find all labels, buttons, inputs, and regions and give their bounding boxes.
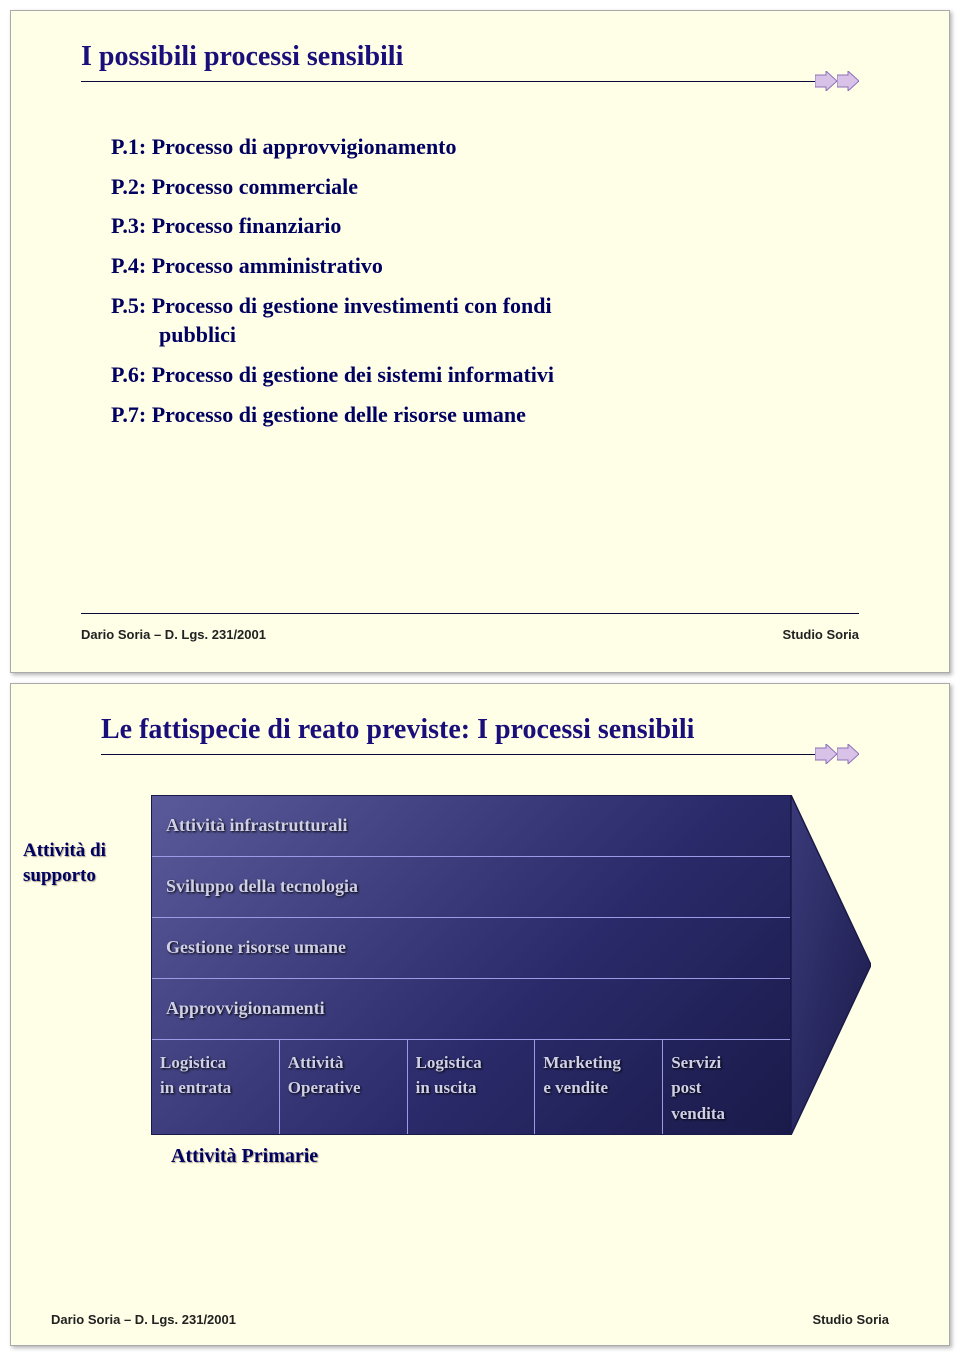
process-list: P.1: Processo di approvvigionamento P.2:…: [111, 132, 869, 430]
list-item: P.5: Processo di gestione investimenti c…: [111, 291, 869, 350]
primary-cell: Attività Operative: [280, 1040, 408, 1135]
title-line: [81, 81, 859, 82]
cell-line: in entrata: [160, 1078, 231, 1097]
slide-title: Le fattispecie di reato previste: I proc…: [101, 714, 909, 746]
title-line: [101, 754, 859, 755]
slide-title: I possibili processi sensibili: [81, 41, 909, 73]
slide-1: I possibili processi sensibili P.1: Proc…: [10, 10, 950, 673]
bullet-text: P.1: Processo di approvvigionamento: [111, 134, 457, 159]
list-item: P.6: Processo di gestione dei sistemi in…: [111, 360, 869, 390]
list-item: P.3: Processo finanziario: [111, 211, 869, 241]
title-area: I possibili processi sensibili: [51, 41, 909, 73]
title-rule-group: [51, 81, 909, 82]
bullet-text: P.6: Processo di gestione dei sistemi in…: [111, 362, 554, 387]
support-row-text: Attività infrastrutturali: [166, 815, 347, 836]
footer-right: Studio Soria: [812, 1312, 889, 1327]
footer-left: Dario Soria – D. Lgs. 231/2001: [51, 1312, 236, 1327]
footer-left: Dario Soria – D. Lgs. 231/2001: [81, 627, 266, 642]
bullet-text-cont: pubblici: [111, 322, 236, 347]
bullet-text: P.2: Processo commerciale: [111, 174, 358, 199]
primary-cell: Servizi post vendita: [663, 1040, 790, 1135]
footer-right: Studio Soria: [782, 627, 859, 642]
arrow-icon: [815, 71, 837, 91]
arrow-icon: [815, 744, 837, 764]
bullet-text: P.3: Processo finanziario: [111, 213, 341, 238]
title-rule-group: [51, 754, 909, 755]
slide-2: Le fattispecie di reato previste: I proc…: [10, 683, 950, 1346]
list-item: P.1: Processo di approvvigionamento: [111, 132, 869, 162]
arrow-decorations: [815, 71, 859, 91]
support-row: Sviluppo della tecnologia: [152, 857, 790, 918]
support-row: Gestione risorse umane: [152, 918, 790, 979]
label-line: supporto: [23, 865, 96, 886]
primary-activities-label: Attività Primarie: [171, 1145, 318, 1168]
bullet-text: P.7: Processo di gestione delle risorse …: [111, 402, 526, 427]
support-row-text: Sviluppo della tecnologia: [166, 876, 358, 897]
value-chain-body: Attività infrastrutturali Sviluppo della…: [151, 795, 871, 1135]
primary-activities-row: Logistica in entrata Attività Operative …: [152, 1040, 790, 1135]
cell-line: vendita: [671, 1104, 725, 1123]
title-area: Le fattispecie di reato previste: I proc…: [51, 714, 909, 746]
cell-line: Operative: [288, 1078, 361, 1097]
arrow-icon: [837, 71, 859, 91]
cell-line: Servizi: [671, 1053, 721, 1072]
value-chain-grid: Attività infrastrutturali Sviluppo della…: [151, 795, 791, 1135]
label-line: Attività di: [23, 840, 106, 861]
primary-cell: Logistica in entrata: [152, 1040, 280, 1135]
list-item: P.2: Processo commerciale: [111, 172, 869, 202]
cell-line: Marketing: [543, 1053, 620, 1072]
cell-line: in uscita: [416, 1078, 477, 1097]
cell-line: Attività: [288, 1053, 344, 1072]
support-row-text: Gestione risorse umane: [166, 937, 346, 958]
slide-footer: Dario Soria – D. Lgs. 231/2001 Studio So…: [81, 627, 859, 642]
footer-rule: [81, 613, 859, 614]
support-row-text: Approvvigionamenti: [166, 998, 325, 1019]
value-chain-arrowhead: [791, 795, 871, 1135]
arrow-decorations: [815, 744, 859, 764]
bullet-text: P.4: Processo amministrativo: [111, 253, 383, 278]
content-area: P.1: Processo di approvvigionamento P.2:…: [51, 102, 909, 450]
support-activities-label: Attività di supporto: [23, 839, 143, 888]
list-item: P.4: Processo amministrativo: [111, 251, 869, 281]
cell-line: Logistica: [416, 1053, 482, 1072]
primary-cell: Logistica in uscita: [408, 1040, 536, 1135]
cell-line: post: [671, 1078, 701, 1097]
arrow-icon: [837, 744, 859, 764]
primary-cell: Marketing e vendite: [535, 1040, 663, 1135]
cell-line: Logistica: [160, 1053, 226, 1072]
support-row: Approvvigionamenti: [152, 979, 790, 1040]
slide-footer: Dario Soria – D. Lgs. 231/2001 Studio So…: [51, 1312, 889, 1327]
list-item: P.7: Processo di gestione delle risorse …: [111, 400, 869, 430]
bullet-text: P.5: Processo di gestione investimenti c…: [111, 293, 552, 318]
support-row: Attività infrastrutturali: [152, 796, 790, 857]
cell-line: e vendite: [543, 1078, 608, 1097]
value-chain-diagram: Attività di supporto Attività infrastrut…: [51, 795, 909, 1195]
